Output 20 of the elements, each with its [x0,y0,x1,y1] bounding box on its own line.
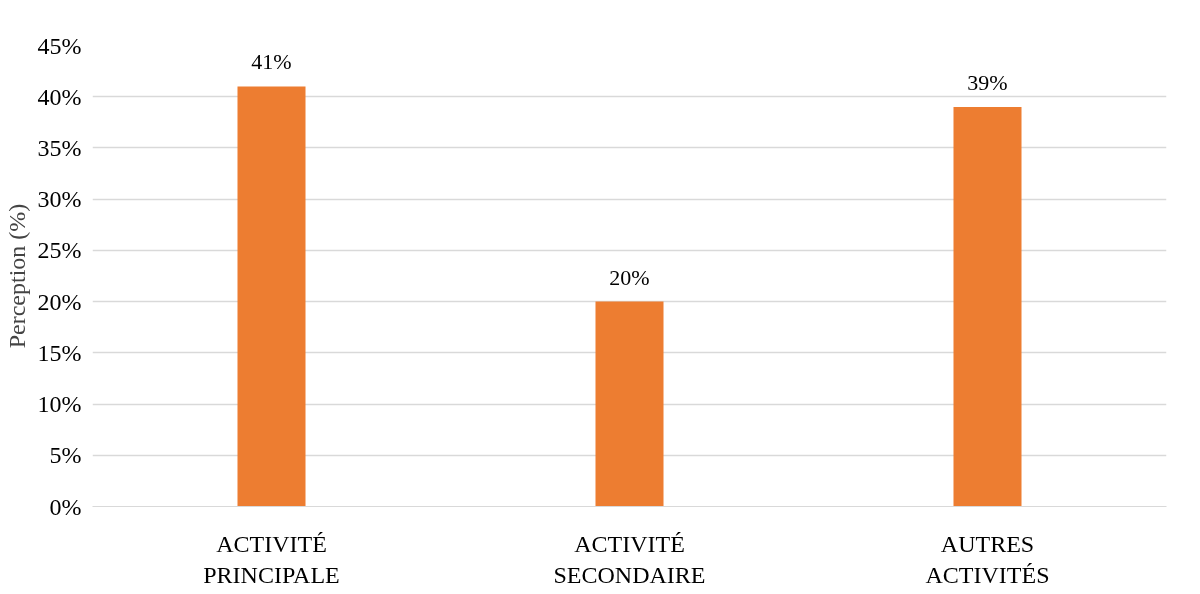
y-tick-label: 10% [37,391,82,418]
y-tick-label: 30% [37,186,82,213]
y-axis-title: Perception (%) [3,203,30,349]
y-tick-label: 45% [37,32,82,59]
x-tick-label: AUTRES ACTIVITÉS [925,530,1050,588]
bar [595,301,664,507]
x-tick-label: ACTIVITÉ SECONDAIRE [553,530,706,588]
y-tick-label: 40% [37,83,82,110]
y-tick-label: 0% [49,493,82,520]
bar [953,106,1022,507]
data-label: 39% [967,69,1008,95]
y-tick-label: 25% [37,237,82,264]
y-tick-label: 15% [37,339,82,366]
y-tick-label: 20% [37,288,82,315]
data-label: 20% [609,264,650,290]
x-tick-label: ACTIVITÉ PRINCIPALE [203,530,340,588]
data-label: 41% [251,49,292,75]
y-tick-label: 5% [49,442,82,469]
y-tick-label: 35% [37,134,82,161]
bar [237,86,306,507]
